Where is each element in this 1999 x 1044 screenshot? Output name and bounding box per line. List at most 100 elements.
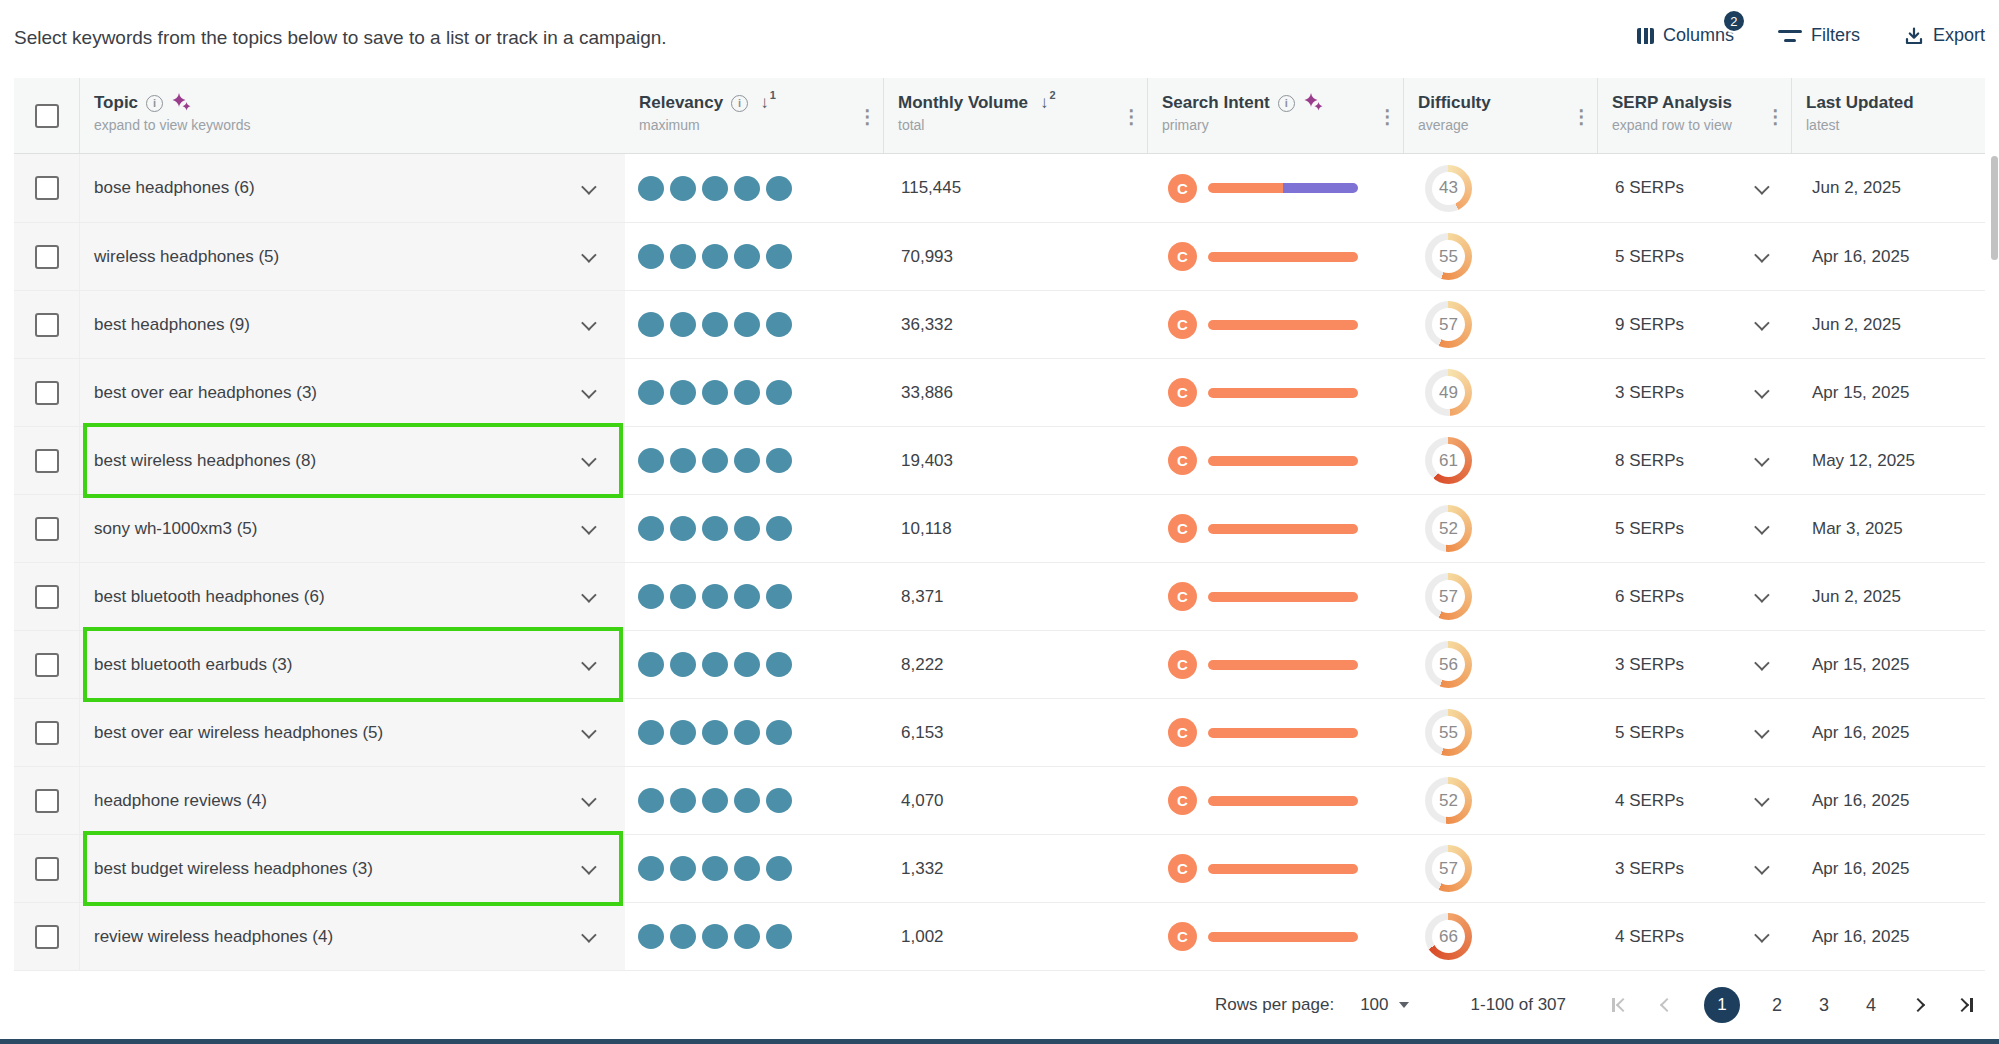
header-last-updated[interactable]: Last Updated latest [1792, 78, 1985, 153]
row-checkbox[interactable] [35, 449, 59, 473]
chevron-down-icon[interactable] [581, 723, 597, 739]
serp-cell[interactable]: 4 SERPs [1598, 767, 1792, 834]
serp-cell[interactable]: 5 SERPs [1598, 223, 1792, 290]
chevron-down-icon[interactable] [1754, 791, 1770, 807]
serp-cell[interactable]: 6 SERPs [1598, 563, 1792, 630]
chevron-down-icon[interactable] [1754, 451, 1770, 467]
columns-button[interactable]: Columns 2 [1637, 25, 1734, 46]
relevancy-dots [638, 924, 792, 949]
page-button-4[interactable]: 4 [1861, 987, 1881, 1023]
topic-cell[interactable]: bose headphones (6) [80, 154, 625, 222]
serp-cell[interactable]: 8 SERPs [1598, 427, 1792, 494]
serp-cell[interactable]: 3 SERPs [1598, 359, 1792, 426]
sort-desc-arrow-icon[interactable]: 1 [760, 93, 775, 113]
previous-page-button[interactable] [1657, 987, 1677, 1023]
chevron-down-icon[interactable] [581, 655, 597, 671]
chevron-down-icon[interactable] [1754, 927, 1770, 943]
row-checkbox[interactable] [35, 653, 59, 677]
chevron-down-icon[interactable] [581, 791, 597, 807]
header-relevancy[interactable]: Relevancy 1 maximum [625, 78, 884, 153]
header-serp-analysis[interactable]: SERP Analysis expand row to view [1598, 78, 1792, 153]
kebab-menu-icon[interactable] [1122, 106, 1136, 125]
chevron-down-icon[interactable] [1754, 859, 1770, 875]
chevron-down-icon[interactable] [581, 451, 597, 467]
topic-label: best over ear headphones (3) [94, 383, 317, 403]
first-page-button[interactable] [1610, 987, 1630, 1023]
info-icon[interactable] [146, 95, 163, 112]
chevron-down-icon[interactable] [581, 519, 597, 535]
topic-cell[interactable]: best bluetooth headphones (6) [80, 563, 625, 630]
header-topic[interactable]: Topic expand to view keywords [80, 78, 625, 153]
chevron-down-icon[interactable] [581, 927, 597, 943]
row-checkbox[interactable] [35, 789, 59, 813]
chevron-down-icon[interactable] [581, 383, 597, 399]
chevron-down-icon[interactable] [1754, 315, 1770, 331]
kebab-menu-icon[interactable] [1572, 106, 1586, 125]
row-checkbox[interactable] [35, 176, 59, 200]
chevron-down-icon[interactable] [1754, 655, 1770, 671]
chevron-down-icon[interactable] [581, 179, 597, 195]
page-button-2[interactable]: 2 [1767, 987, 1787, 1023]
header-search-intent[interactable]: Search Intent primary [1148, 78, 1404, 153]
topic-cell[interactable]: best over ear wireless headphones (5) [80, 699, 625, 766]
chevron-down-icon[interactable] [1754, 587, 1770, 603]
difficulty-cell: 66 [1404, 903, 1598, 970]
page-button-1[interactable]: 1 [1704, 987, 1740, 1023]
topic-cell[interactable]: wireless headphones (5) [80, 223, 625, 290]
chevron-down-icon[interactable] [581, 859, 597, 875]
topic-cell[interactable]: best budget wireless headphones (3) [80, 835, 625, 902]
chevron-down-icon[interactable] [581, 587, 597, 603]
next-page-button[interactable] [1908, 987, 1928, 1023]
vertical-scrollbar-thumb[interactable] [1991, 156, 1998, 260]
chevron-down-icon[interactable] [1754, 723, 1770, 739]
row-checkbox[interactable] [35, 721, 59, 745]
last-page-button[interactable] [1955, 987, 1975, 1023]
topic-cell[interactable]: best bluetooth earbuds (3) [80, 631, 625, 698]
rows-per-page-select[interactable]: 100 [1360, 995, 1408, 1015]
topic-cell[interactable]: review wireless headphones (4) [80, 903, 625, 970]
serp-cell[interactable]: 4 SERPs [1598, 903, 1792, 970]
row-checkbox[interactable] [35, 857, 59, 881]
filters-button[interactable]: Filters [1778, 25, 1860, 46]
topic-cell[interactable]: best headphones (9) [80, 291, 625, 358]
topic-cell[interactable]: best over ear headphones (3) [80, 359, 625, 426]
chevron-down-icon[interactable] [581, 315, 597, 331]
intent-segment-orange [1208, 660, 1358, 670]
row-checkbox[interactable] [35, 517, 59, 541]
serp-cell[interactable]: 5 SERPs [1598, 495, 1792, 562]
kebab-menu-icon[interactable] [858, 106, 872, 125]
row-checkbox[interactable] [35, 585, 59, 609]
serp-cell[interactable]: 3 SERPs [1598, 631, 1792, 698]
row-checkbox[interactable] [35, 313, 59, 337]
serp-cell[interactable]: 6 SERPs [1598, 154, 1792, 222]
chevron-down-icon[interactable] [581, 247, 597, 263]
serp-cell[interactable]: 5 SERPs [1598, 699, 1792, 766]
kebab-menu-icon[interactable] [1766, 106, 1780, 125]
header-monthly-volume[interactable]: Monthly Volume 2 total [884, 78, 1148, 153]
topic-cell[interactable]: sony wh-1000xm3 (5) [80, 495, 625, 562]
updated-date: Apr 16, 2025 [1812, 791, 1909, 811]
info-icon[interactable] [1278, 95, 1295, 112]
export-button[interactable]: Export [1904, 25, 1985, 46]
chevron-down-icon[interactable] [1754, 247, 1770, 263]
info-icon[interactable] [731, 95, 748, 112]
sort-desc-arrow-icon[interactable]: 2 [1040, 93, 1055, 113]
topic-cell[interactable]: best wireless headphones (8) [80, 427, 625, 494]
row-checkbox[interactable] [35, 925, 59, 949]
chevron-down-icon[interactable] [1754, 383, 1770, 399]
page-button-3[interactable]: 3 [1814, 987, 1834, 1023]
serp-cell[interactable]: 3 SERPs [1598, 835, 1792, 902]
topic-cell[interactable]: headphone reviews (4) [80, 767, 625, 834]
header-difficulty[interactable]: Difficulty average [1404, 78, 1598, 153]
row-checkbox[interactable] [35, 245, 59, 269]
relevancy-dot [702, 788, 728, 813]
serp-cell[interactable]: 9 SERPs [1598, 291, 1792, 358]
relevancy-dot [766, 924, 792, 949]
topic-label: sony wh-1000xm3 (5) [94, 519, 257, 539]
chevron-down-icon[interactable] [1754, 519, 1770, 535]
row-checkbox[interactable] [35, 381, 59, 405]
kebab-menu-icon[interactable] [1378, 106, 1392, 125]
select-all-checkbox[interactable] [35, 104, 59, 128]
difficulty-gauge: 49 [1425, 369, 1472, 416]
chevron-down-icon[interactable] [1754, 179, 1770, 195]
